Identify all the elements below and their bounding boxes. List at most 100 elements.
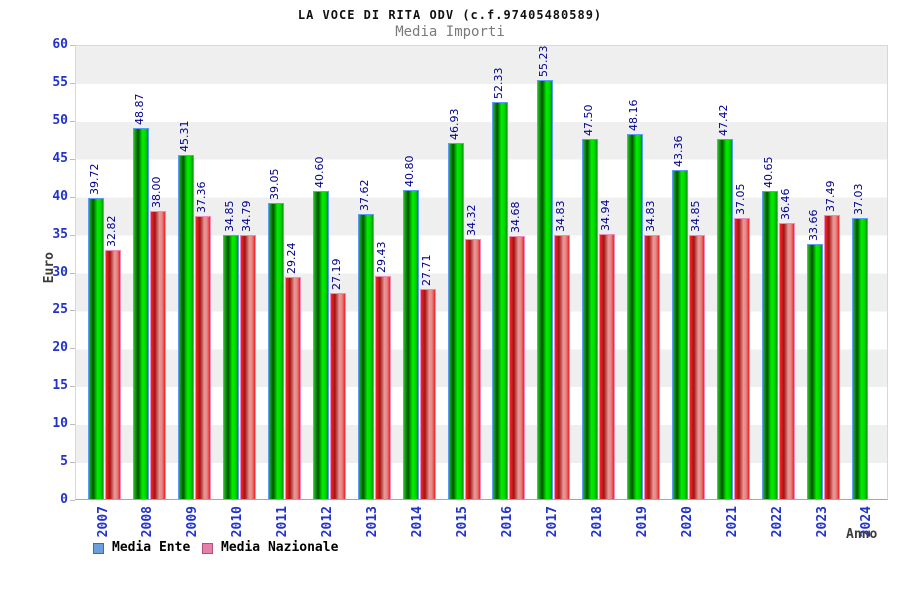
bar-media-ente-2008 [132, 128, 149, 499]
value-label-media-ente-2021: 47.42 [717, 104, 731, 137]
bar-media-ente-2016 [492, 102, 509, 499]
legend-label-media-ente: Media Ente [112, 540, 191, 555]
y-tick-label-25: 25 [52, 302, 68, 318]
bar-media-ente-2024 [851, 218, 868, 499]
y-tick-label-35: 35 [52, 226, 68, 242]
y-tick-mark-0 [70, 500, 75, 501]
x-tick-label-2012: 2012 [320, 506, 336, 538]
value-label-media-nazionale-2010: 34.79 [239, 200, 253, 233]
value-label-media-ente-2013: 37.62 [357, 179, 371, 211]
bar-media-ente-2015 [447, 143, 464, 499]
x-tick-label-2013: 2013 [365, 506, 381, 538]
bar-media-ente-2010 [222, 234, 239, 499]
value-label-media-ente-2009: 45.31 [177, 120, 191, 153]
y-tick-mark-60 [70, 45, 75, 46]
legend-swatch-media-ente [93, 543, 104, 554]
value-label-media-nazionale-2019: 34.83 [644, 200, 658, 232]
y-tick-label-50: 50 [52, 112, 68, 128]
bar-media-nazionale-2017 [554, 234, 571, 499]
value-label-media-nazionale-2007: 32.82 [105, 215, 118, 248]
y-tick-label-30: 30 [52, 264, 68, 280]
value-label-media-nazionale-2015: 34.32 [464, 204, 478, 236]
y-tick-label-10: 10 [52, 416, 68, 432]
value-label-media-ente-2010: 34.85 [222, 200, 236, 232]
value-label-media-nazionale-2012: 27.19 [329, 258, 343, 290]
bar-media-ente-2013 [357, 213, 374, 499]
value-label-media-nazionale-2022: 36.46 [779, 188, 793, 220]
value-label-media-nazionale-2014: 27.71 [419, 254, 433, 286]
value-label-media-ente-2019: 48.16 [627, 99, 641, 131]
bar-media-nazionale-2018 [599, 234, 616, 499]
y-tick-label-55: 55 [52, 74, 68, 90]
bar-media-ente-2019 [627, 133, 644, 499]
value-label-media-nazionale-2016: 34.68 [509, 201, 523, 234]
bar-media-ente-2011 [267, 202, 284, 499]
chart-title: LA VOCE DI RITA ODV (c.f.97405480589) [297, 8, 603, 22]
value-label-media-ente-2012: 40.60 [312, 156, 326, 189]
x-tick-label-2016: 2016 [499, 506, 515, 538]
y-tick-label-5: 5 [60, 454, 68, 470]
x-tick-label-2023: 2023 [814, 506, 830, 538]
x-tick-label-2018: 2018 [589, 506, 605, 538]
x-tick-label-2019: 2019 [634, 506, 650, 538]
value-label-media-ente-2015: 46.93 [447, 108, 461, 141]
value-label-media-ente-2023: 33.66 [807, 209, 821, 241]
bar-media-ente-2022 [762, 190, 779, 499]
bar-media-ente-2009 [177, 155, 194, 499]
x-axis-title: Anno [846, 527, 878, 542]
y-tick-label-20: 20 [52, 340, 68, 356]
y-tick-mark-40 [70, 196, 75, 198]
value-label-media-ente-2007: 39.72 [88, 163, 101, 195]
bar-media-ente-2023 [807, 243, 824, 499]
value-label-media-ente-2016: 52.33 [492, 67, 506, 100]
bar-media-nazionale-2022 [779, 222, 796, 499]
y-tick-mark-10 [70, 424, 75, 426]
bar-media-ente-2020 [672, 170, 689, 499]
value-label-media-ente-2014: 40.80 [402, 155, 416, 187]
value-label-media-ente-2022: 40.65 [762, 156, 776, 188]
y-tick-mark-50 [70, 120, 75, 122]
plot-area [75, 45, 888, 500]
bar-media-ente-2018 [582, 138, 599, 499]
bar-media-ente-2007 [88, 197, 104, 499]
value-label-media-nazionale-2008: 38.00 [149, 176, 163, 208]
bar-media-nazionale-2016 [509, 236, 526, 499]
value-label-media-nazionale-2023: 37.49 [824, 180, 838, 212]
x-tick-label-2009: 2009 [185, 506, 201, 538]
value-label-media-ente-2020: 43.36 [672, 135, 686, 168]
bar-media-ente-2012 [312, 191, 329, 499]
bar-media-nazionale-2021 [734, 218, 751, 499]
value-label-media-nazionale-2021: 37.05 [734, 183, 748, 216]
chart-subtitle: Media Importi [395, 24, 505, 40]
x-tick-label-2021: 2021 [724, 506, 740, 538]
bar-media-nazionale-2009 [194, 215, 211, 499]
bar-media-nazionale-2007 [105, 250, 121, 499]
x-tick-label-2022: 2022 [769, 506, 785, 538]
y-tick-mark-45 [70, 158, 75, 160]
x-tick-label-2015: 2015 [455, 506, 471, 538]
value-label-media-nazionale-2017: 34.83 [554, 200, 568, 232]
y-tick-mark-30 [70, 272, 75, 274]
y-tick-mark-35 [70, 234, 75, 236]
legend-swatch-media-nazionale [202, 543, 213, 554]
y-tick-mark-15 [70, 386, 75, 388]
y-tick-mark-20 [70, 348, 75, 350]
value-label-media-nazionale-2009: 37.36 [194, 181, 208, 213]
y-tick-label-15: 15 [52, 378, 68, 394]
x-tick-label-2017: 2017 [544, 506, 560, 538]
bar-media-nazionale-2023 [824, 214, 841, 499]
bar-media-nazionale-2011 [284, 277, 301, 499]
y-tick-label-0: 0 [60, 492, 68, 507]
x-tick-label-2011: 2011 [275, 506, 291, 538]
value-label-media-ente-2024: 37.03 [851, 183, 865, 216]
value-label-media-ente-2011: 39.05 [267, 168, 281, 200]
bar-media-nazionale-2020 [689, 234, 706, 499]
bar-media-nazionale-2008 [149, 210, 166, 499]
bar-media-nazionale-2013 [374, 275, 391, 499]
bar-media-nazionale-2015 [464, 238, 481, 499]
y-tick-mark-5 [70, 462, 75, 464]
bar-media-ente-2017 [537, 80, 554, 499]
y-tick-label-60: 60 [52, 37, 68, 52]
y-tick-mark-55 [70, 82, 75, 84]
